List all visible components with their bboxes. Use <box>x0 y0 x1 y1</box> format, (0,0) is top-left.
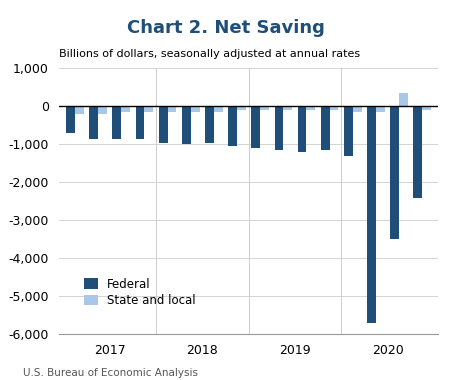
Bar <box>283 106 291 110</box>
Bar <box>98 106 107 114</box>
Bar <box>66 106 75 133</box>
Bar <box>306 106 315 110</box>
Bar <box>398 93 407 106</box>
Bar <box>213 106 222 112</box>
Bar <box>366 106 375 323</box>
Bar <box>89 106 98 139</box>
Bar <box>121 106 130 112</box>
Bar <box>144 106 153 112</box>
Legend: Federal, State and local: Federal, State and local <box>83 278 195 307</box>
Bar <box>251 106 260 148</box>
Bar <box>236 106 245 110</box>
Bar <box>421 106 430 110</box>
Bar <box>112 106 121 139</box>
Bar <box>190 106 199 112</box>
Bar <box>205 106 213 142</box>
Bar <box>389 106 398 239</box>
Bar <box>274 106 283 150</box>
Bar <box>158 106 167 142</box>
Text: Chart 2. Net Saving: Chart 2. Net Saving <box>127 19 324 37</box>
Bar <box>75 106 83 114</box>
Bar <box>228 106 236 146</box>
Bar <box>181 106 190 144</box>
Bar <box>329 106 338 110</box>
Text: U.S. Bureau of Economic Analysis: U.S. Bureau of Economic Analysis <box>23 368 197 378</box>
Bar <box>260 106 268 110</box>
Bar <box>343 106 352 156</box>
Bar <box>320 106 329 150</box>
Bar <box>297 106 306 152</box>
Bar <box>167 106 176 112</box>
Bar <box>413 106 421 198</box>
Text: Billions of dollars, seasonally adjusted at annual rates: Billions of dollars, seasonally adjusted… <box>59 49 359 59</box>
Bar <box>352 106 361 112</box>
Bar <box>375 106 384 112</box>
Bar <box>135 106 144 139</box>
